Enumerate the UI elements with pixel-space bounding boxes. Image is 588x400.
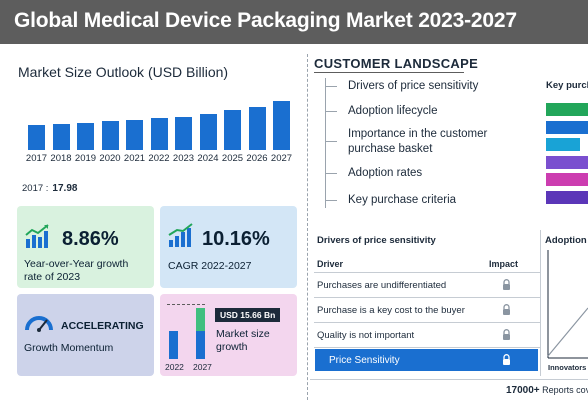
x-tick-label: 2024 — [197, 153, 219, 164]
impact-column-header: Impact — [489, 259, 519, 269]
tree-branch — [325, 86, 337, 87]
x-tick-label: 2026 — [246, 153, 268, 164]
bar-2027-growth — [196, 308, 205, 331]
x-tick-label: 2019 — [74, 153, 97, 164]
table-row: Purchases are undifferentiated — [314, 273, 540, 298]
innovators-label: Innovators — [548, 363, 587, 372]
vertical-divider — [307, 54, 308, 400]
driver-column-header: Driver — [317, 259, 344, 269]
tree-branch — [325, 200, 337, 201]
key-purchase-bar — [546, 173, 588, 186]
x-tick-label: 2018 — [50, 153, 72, 164]
momentum-label: Growth Momentum — [24, 342, 114, 354]
bar-2025 — [224, 110, 241, 150]
growth-year-end: 2027 — [193, 362, 212, 372]
momentum-value: ACCELERATING — [61, 320, 144, 332]
table-row: Purchase is a key cost to the buyer — [314, 298, 540, 323]
price-sensitivity-row: Price Sensitivity — [315, 349, 538, 371]
page-title: Global Medical Device Packaging Market 2… — [14, 9, 517, 32]
footer-rule — [310, 379, 588, 380]
adoption-title: Adoption — [545, 235, 587, 246]
table-row: Quality is not important — [314, 323, 540, 348]
yoy-label: Year-over-Year growth rate of 2023 — [24, 258, 129, 283]
key-purchase-bar — [546, 138, 580, 151]
tree-branch — [325, 173, 337, 174]
bar-2022 — [169, 331, 178, 359]
landscape-item: Adoption lifecycle — [348, 105, 438, 117]
tree-branch — [325, 141, 337, 142]
report-count: 17000+ — [506, 385, 540, 396]
customer-landscape-title: CUSTOMER LANDSCAPE — [314, 56, 479, 71]
market-outlook-title: Market Size Outlook (USD Billion) — [18, 64, 229, 80]
key-purchase-title: Key purch — [546, 80, 588, 91]
base-year-number: 17.98 — [52, 183, 78, 194]
x-tick-label: 2027 — [270, 153, 293, 164]
bar-2018 — [52, 124, 70, 150]
x-tick-label: 2022 — [148, 153, 170, 164]
lock-icon — [503, 329, 510, 340]
landscape-item: Key purchase criteria — [348, 194, 457, 206]
x-tick-label: 2023 — [172, 153, 195, 164]
footer-note: 17000+ Reports cove — [506, 385, 588, 396]
speedometer-icon — [25, 316, 53, 332]
price-sensitivity-label: Price Sensitivity — [329, 355, 400, 366]
bar-2022 — [150, 118, 168, 150]
title-underline — [314, 72, 464, 73]
x-tick-label: 2020 — [99, 153, 121, 164]
key-purchase-bar — [546, 155, 588, 169]
bar-2024 — [199, 114, 217, 150]
x-tick-label: 2017 — [25, 153, 48, 164]
yoy-card: 8.86% Year-over-Year growth rate of 2023 — [17, 206, 154, 288]
bar-2020 — [101, 121, 119, 150]
growth-label: Market size growth — [216, 328, 270, 353]
bar-2026 — [248, 107, 266, 150]
growth-chart-icon — [168, 223, 193, 247]
base-year-label: 2017 : — [22, 183, 49, 194]
growth-badge: USD 15.66 Bn — [215, 308, 281, 322]
x-tick-label: 2025 — [221, 153, 244, 164]
table-divider — [540, 230, 541, 376]
key-purchase-bar — [546, 120, 588, 134]
footer-text: Reports cove — [542, 385, 588, 395]
x-tick-label: 2021 — [123, 153, 146, 164]
bar-2021 — [126, 120, 143, 150]
bar-2027 — [273, 101, 290, 150]
base-year-value: 2017 :17.98 — [22, 183, 77, 194]
bar-2027-base — [196, 331, 205, 359]
market-growth-card: 2022 2027 USD 15.66 Bn Market size growt… — [160, 294, 297, 376]
landscape-item: Drivers of price sensitivity — [348, 80, 479, 92]
bar-growth-icon — [25, 224, 49, 248]
momentum-card: ACCELERATING Growth Momentum — [17, 294, 154, 376]
lock-icon — [503, 304, 510, 315]
lock-icon — [503, 279, 510, 290]
bar-2017 — [28, 125, 45, 150]
lock-icon — [503, 354, 510, 365]
key-purchase-bar — [546, 190, 588, 204]
cagr-card: 10.16% CAGR 2022-2027 — [160, 206, 297, 288]
yoy-value: 8.86% — [62, 228, 119, 250]
driver-text: Quality is not important — [317, 330, 415, 341]
bar-2023 — [175, 117, 192, 150]
drivers-table-title: Drivers of price sensitivity — [317, 235, 436, 246]
table-header-rule — [314, 272, 540, 273]
growth-year-start: 2022 — [165, 362, 184, 372]
key-purchase-bar — [546, 103, 588, 116]
driver-text: Purchase is a key cost to the buyer — [317, 305, 465, 316]
market-size-chart — [18, 98, 293, 150]
dashed-guide — [167, 304, 205, 306]
adoption-curve — [547, 250, 588, 359]
bar-2019 — [77, 123, 94, 150]
cagr-label: CAGR 2022-2027 — [168, 260, 252, 272]
landscape-item: Adoption rates — [348, 167, 423, 179]
driver-text: Purchases are undifferentiated — [317, 280, 447, 291]
tree-branch — [325, 111, 337, 112]
landscape-item: Importance in the customer purchase bask… — [348, 128, 488, 155]
landscape-tree-line — [325, 78, 326, 208]
cagr-value: 10.16% — [202, 228, 270, 250]
header-banner: Global Medical Device Packaging Market 2… — [0, 0, 588, 44]
